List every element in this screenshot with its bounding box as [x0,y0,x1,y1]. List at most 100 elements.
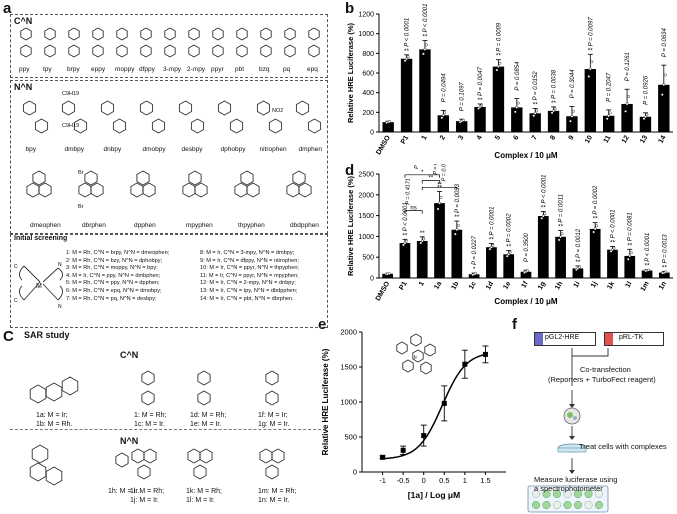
plate-well-1-3 [563,500,572,510]
pvalue-P1: P < 0.0001 [403,202,409,231]
nn-r1-ring-b-4 [190,118,205,134]
legend-entry-left-6: 6: M = Rh, C^N = epq, N^N = dmobpy; [66,287,162,294]
pvalue-1h: P = 0.0011 [559,194,565,223]
sar-cn-ring-bottom-1 [141,390,155,406]
significance-1n: ** [662,264,668,271]
x-tick-label-DMSO: DMSO [375,134,392,156]
significance-1m: ** [645,263,651,270]
nn-r1-ring-b-1 [73,118,88,134]
bar-1c [468,274,480,278]
point-2-1 [441,113,445,117]
pvalue-1e: P = 0.0002 [507,213,513,243]
sar-cn-title: C^N [120,350,139,360]
bar-P1 [400,58,413,132]
x-tick-label-1i: 1i [573,280,582,289]
pvalue-1c: P = 0.0227 [472,235,478,265]
no2-label: NO2 [272,108,284,114]
y-tick-label-0: 0 [370,130,374,137]
plate-well-1-2 [552,500,562,510]
nn-r2-ring-b-1 [90,182,104,198]
significance-1b: ** [454,214,460,221]
plasmid-rltk-marker [605,333,613,345]
significance-1a: ** [437,184,443,191]
x-tick-label-13: 13 [639,134,649,144]
panel-letter-e: e [318,316,327,333]
cn-ring-top-1 [44,27,56,41]
sar-nn-label-1-0: 1i: M = Rh; [130,488,165,495]
significance-1i: ** [575,259,581,266]
x-axis-label: [1a] / Log μM [408,490,460,500]
bar-1f [520,271,532,278]
y-tick-label-400: 400 [362,90,374,97]
significance-1g: ** [541,204,547,211]
point-7-2 [535,109,539,113]
point-1c-2 [474,272,478,276]
point-1d-1 [490,245,493,249]
comparison-pvalue-1: P = 0.0016 [433,164,439,175]
significance-P1: ** [404,48,410,55]
sar-nn-ring-b-3 [271,448,285,464]
y-tick-label-600: 600 [362,71,374,78]
cn-ring-bottom-7 [188,44,200,58]
x-tick-label-1h: 1h [554,281,564,292]
y-tick-label-800: 800 [362,51,374,58]
sar-nn-ring-c-1 [137,464,151,480]
x-tick-label-11: 11 [603,134,613,144]
significance-1d: ** [489,236,495,243]
point-1k-2 [612,246,616,250]
point-P1-1 [405,57,408,61]
bar-1k [607,249,618,278]
nn-r1-ring-a-4 [178,100,193,116]
point-1h-0 [557,238,561,242]
workflow-arrowhead-1 [569,404,575,408]
inset-ring-3 [402,359,414,373]
nn-label-dbrphen: dbrphen [82,222,106,229]
bar-1j [589,228,601,278]
x-tick-label-1b: 1b [450,281,460,292]
point-6-0 [513,110,517,114]
legend-entry-left-1: 1: M = Rh, C^N = brpy, N^N = dmeophen; [66,250,170,256]
sar-cn-ring-top-2 [197,370,211,386]
point-1-0 [419,241,423,245]
point-1h-2 [560,232,564,236]
y-axis-label: Relative HRE Luciferase (%) [346,175,355,276]
y-tick-label-2000: 2000 [358,192,374,199]
point-11-2 [608,111,612,115]
pvalue-1m: P < 0.0001 [645,233,651,262]
cn-ring-bottom-9 [236,44,248,58]
sar-nn-label-3-1: 1n: M = Ir. [258,497,290,504]
bar-8 [547,110,560,132]
pvalue-1j: P = 0.0002 [593,185,599,215]
sar-cn-label-0-1: 1b: M = Rh. [36,421,73,428]
y-tick-label-500: 500 [344,433,357,442]
sar-nn-title: N^N [120,436,139,446]
cn-label-ppyr: ppyr [211,66,224,73]
sar-cn-label-0-0: 1a: M = Ir; [36,412,68,419]
legend-entry-right-8: 8: M = Ir, C^N = 3-mpy, N^N = dmbpy; [200,250,295,256]
significance-7: ** [533,101,539,108]
point-1l-2 [629,251,633,255]
nn-r2-ring-b-4 [246,182,260,198]
significance-1e: ** [506,244,512,251]
cn-ring-top-4 [116,27,128,41]
significance-1c: * [473,266,476,273]
y-tick-label-2000: 2000 [340,328,357,337]
nn-label-dmphen: dmphen [298,146,323,153]
sar-nn-ring-1h [115,452,129,468]
x-tick-label--1: -1 [379,476,386,485]
inset-complex-structure: Ir [396,333,436,375]
x-tick-label-9: 9 [568,134,576,141]
point-3-2 [461,118,465,122]
point-1j-1 [593,227,597,231]
cn-ring-bottom-0 [20,44,32,58]
y-tick-label-200: 200 [362,110,374,117]
bar-1h [555,236,566,278]
pvalue-14: P = 0.0634 [662,28,668,58]
sar-nn-label-2-0: 1k: M = Rh; [186,488,222,495]
nn-label-nitrophen: nitrophen [259,146,287,153]
pvalue-9: P = 0.3044 [570,69,576,99]
nn-label-desbpy: desbpy [181,146,203,153]
sar-cn-label-3-0: 1f: M = Ir; [258,412,288,419]
point-P1-0 [403,59,407,63]
